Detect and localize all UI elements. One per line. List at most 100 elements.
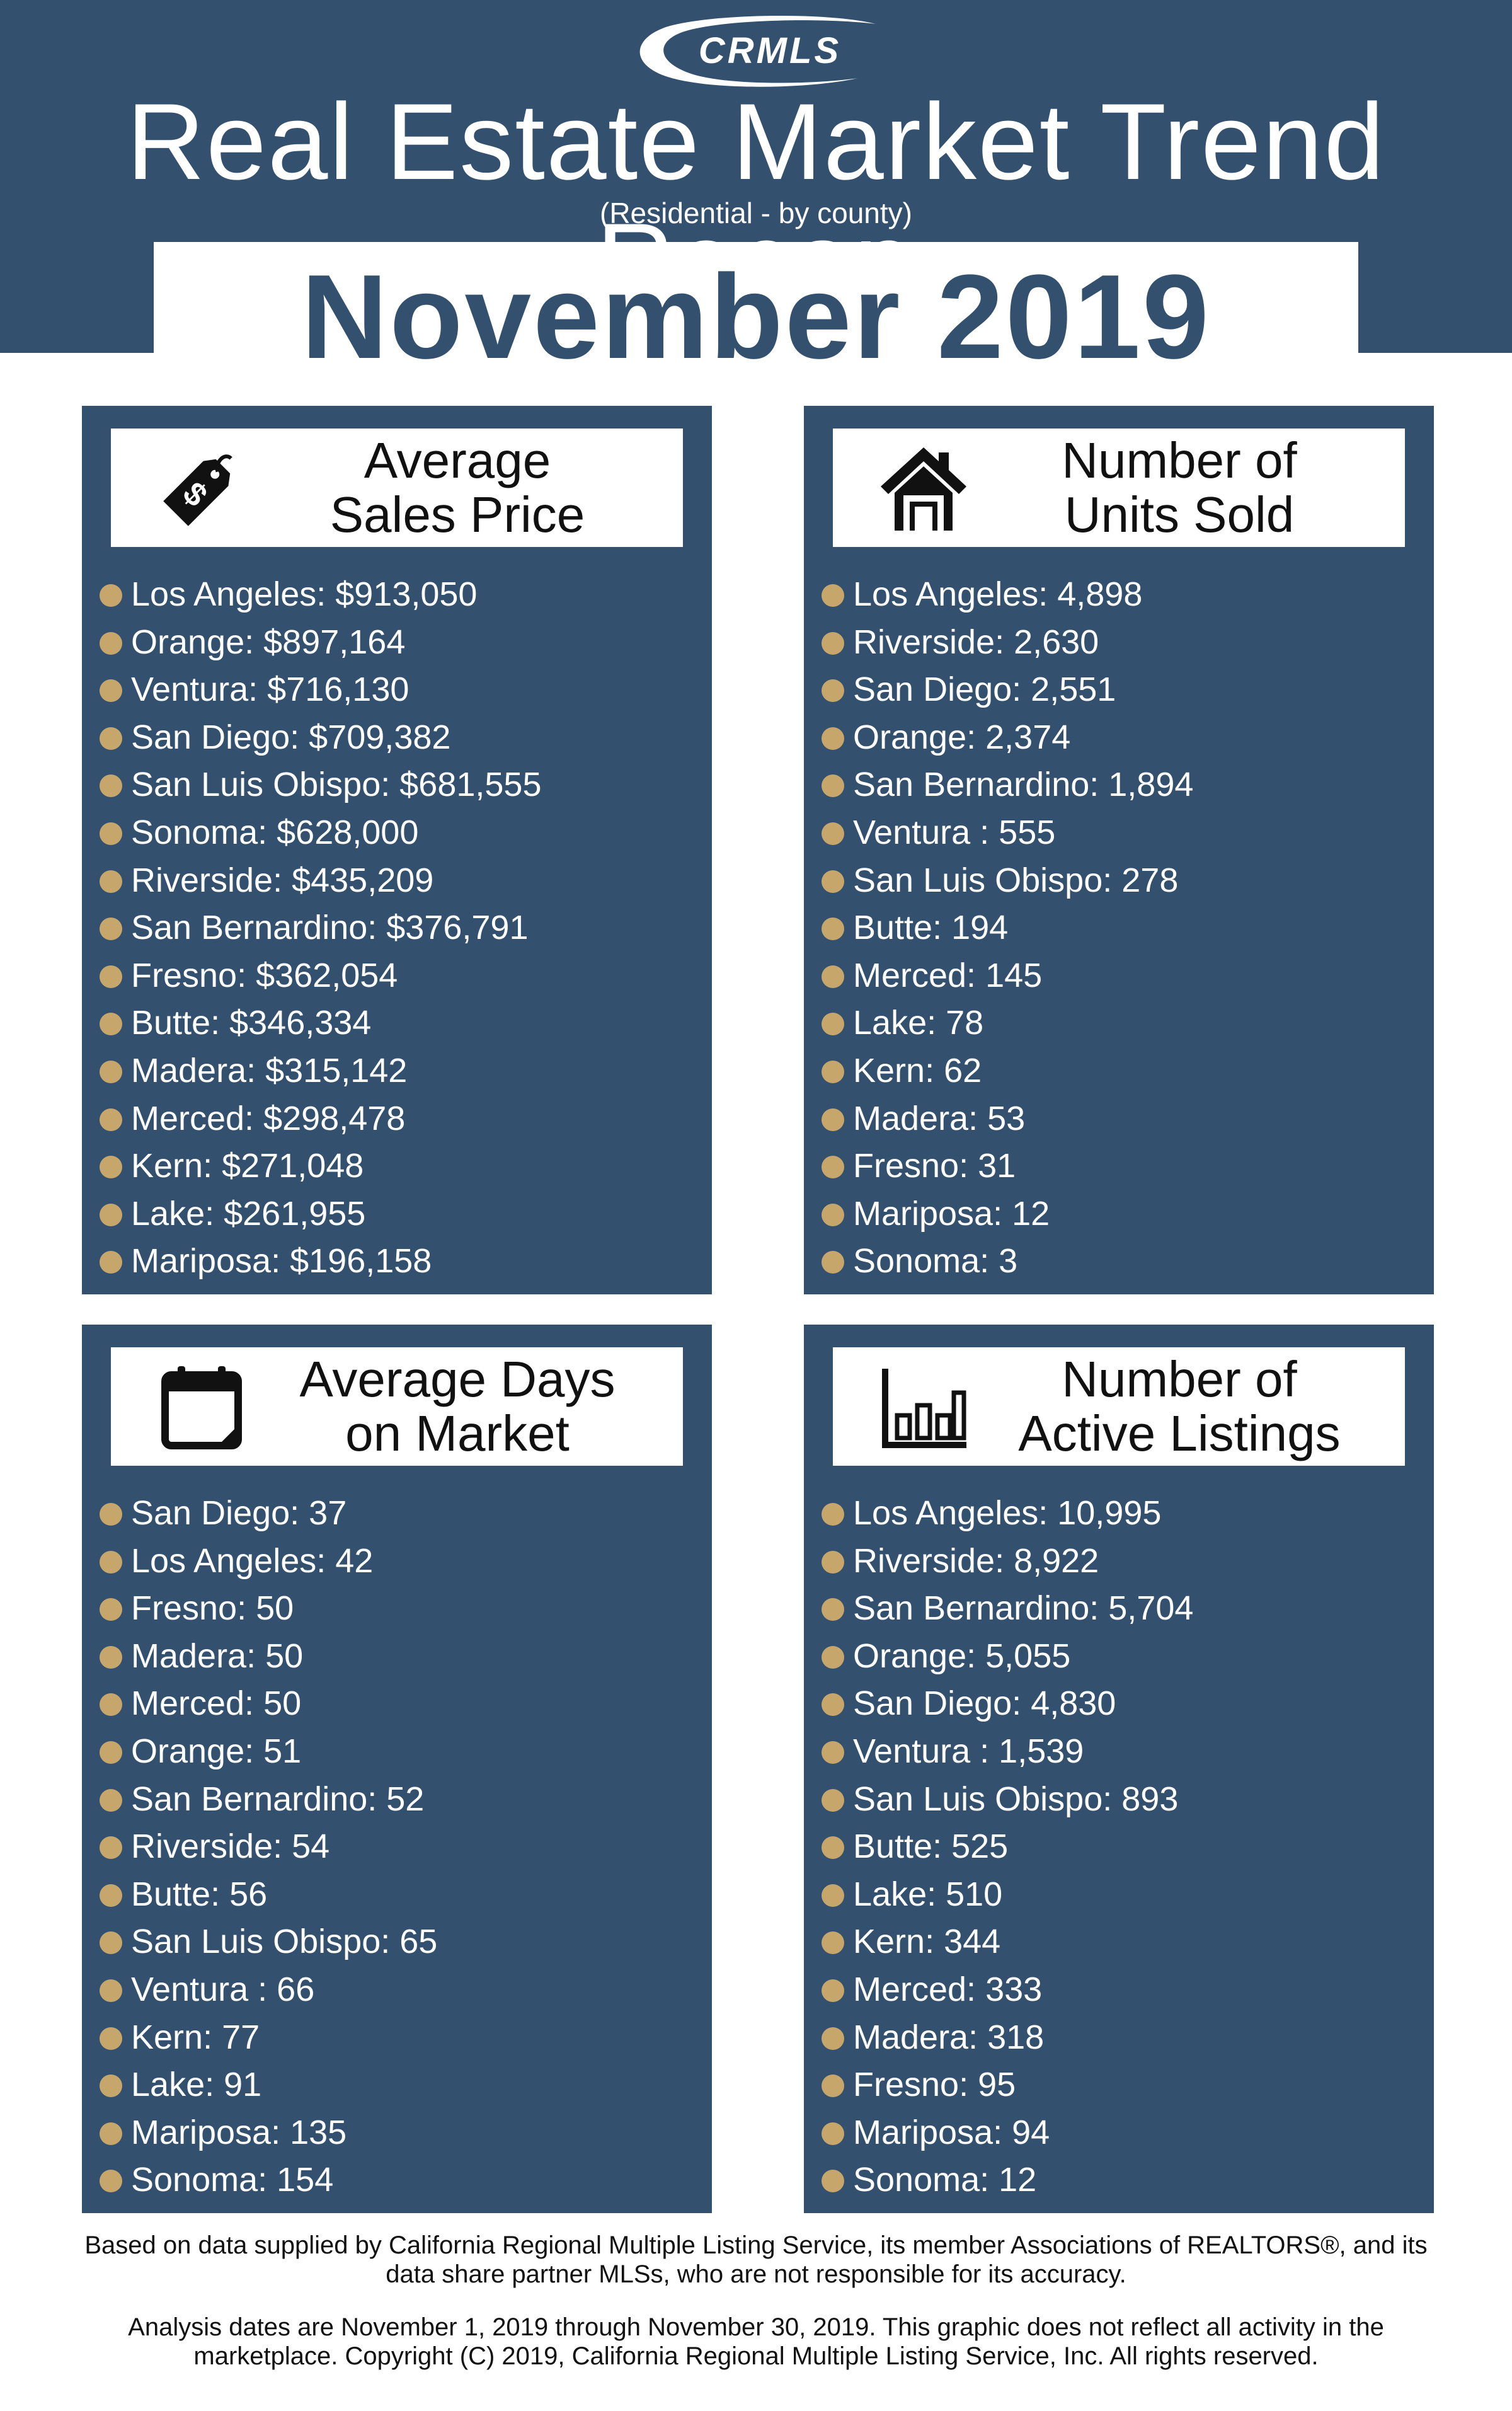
county-list-item: Mariposa: 135	[100, 2109, 704, 2157]
county-stat-text: Los Angeles: 10,995	[853, 1494, 1162, 1532]
bullet-dot-icon	[100, 1108, 122, 1131]
county-list-item: Riverside: 8,922	[822, 1538, 1426, 1585]
county-stat-text: Sonoma: $628,000	[131, 813, 419, 851]
bullet-dot-icon	[100, 631, 122, 655]
county-stat-text: Los Angeles: 4,898	[853, 575, 1143, 613]
county-stat-text: Lake: 91	[131, 2066, 262, 2104]
bullet-dot-icon	[100, 822, 122, 845]
county-list-item: Ventura : 555	[822, 809, 1426, 857]
panel-heading-line1: Number of	[1062, 1351, 1297, 1407]
bullet-dot-icon	[100, 1203, 122, 1226]
county-stat-text: Ventura : 66	[131, 1970, 315, 2008]
county-stat-text: Kern: 77	[131, 2018, 260, 2056]
panel-heading: Average Days on Market	[256, 1351, 659, 1462]
county-stat-text: Merced: 50	[131, 1684, 302, 1723]
county-list: Los Angeles: 4,898 Riverside: 2,630 San Di…	[822, 571, 1426, 1286]
county-stat-text: Sonoma: 12	[853, 2161, 1037, 2199]
county-list-item: Kern: 344	[822, 1918, 1426, 1966]
county-list-item: Fresno: 50	[100, 1585, 704, 1633]
county-stat-text: Kern: $271,048	[131, 1147, 364, 1185]
period-box: November 2019	[154, 242, 1358, 392]
bullet-dot-icon	[822, 1741, 844, 1764]
county-stat-text: San Luis Obispo: 893	[853, 1780, 1179, 1818]
county-stat-text: San Luis Obispo: 65	[131, 1923, 438, 1961]
county-stat-text: Merced: 333	[853, 1970, 1043, 2008]
county-list-item: Fresno: $362,054	[100, 952, 704, 1000]
calendar-icon	[156, 1361, 247, 1452]
bullet-dot-icon	[100, 1598, 122, 1621]
county-stat-text: San Bernardino: 1,894	[853, 766, 1194, 804]
bullet-dot-icon	[822, 822, 844, 845]
county-list-item: Orange: 2,374	[822, 714, 1426, 762]
county-stat-text: Lake: 510	[853, 1875, 1003, 1913]
panel-heading-line1: Number of	[1062, 432, 1297, 488]
county-list-item: Lake: $261,955	[100, 1190, 704, 1238]
crmls-logo: CRMLS	[624, 13, 888, 88]
bullet-dot-icon	[100, 1836, 122, 1860]
county-stat-text: Los Angeles: 42	[131, 1541, 374, 1580]
county-list-item: Butte: 56	[100, 1871, 704, 1919]
county-stat-text: Kern: 344	[853, 1923, 1001, 1961]
average-sales-price-panel: $ Average Sales Price Los Angeles: $913,…	[82, 406, 712, 1294]
bullet-dot-icon	[100, 2027, 122, 2050]
panel-header: $ Average Sales Price	[111, 429, 683, 547]
county-list-item: Orange: 51	[100, 1728, 704, 1776]
county-stat-text: San Bernardino: 52	[131, 1780, 425, 1818]
copyright-notice: Analysis dates are November 1, 2019 thro…	[128, 2313, 1384, 2370]
county-list-item: San Luis Obispo: 65	[100, 1918, 704, 1966]
county-stat-text: Riverside: $435,209	[131, 861, 434, 899]
county-list-item: Merced: $298,478	[100, 1095, 704, 1143]
county-list-item: San Diego: 37	[100, 1490, 704, 1538]
county-stat-text: Ventura : 1,539	[853, 1732, 1084, 1770]
bullet-dot-icon	[822, 870, 844, 893]
bullet-dot-icon	[100, 1156, 122, 1179]
average-days-on-market-panel: Average Days on Market San Diego: 37 Los …	[82, 1325, 712, 2213]
county-stat-text: Butte: $346,334	[131, 1004, 372, 1042]
county-list-item: Sonoma: 154	[100, 2156, 704, 2204]
county-list-item: Riverside: 54	[100, 1823, 704, 1871]
county-list-item: Kern: 77	[100, 2014, 704, 2062]
county-stat-text: San Bernardino: 5,704	[853, 1589, 1194, 1628]
county-list-item: San Luis Obispo: 278	[822, 857, 1426, 905]
bullet-dot-icon	[822, 1550, 844, 1574]
bullet-dot-icon	[822, 965, 844, 988]
house-icon	[878, 442, 969, 533]
active-listings-panel: Number of Active Listings Los Angeles: 1…	[804, 1325, 1434, 2213]
period-title: November 2019	[301, 250, 1211, 384]
bullet-dot-icon	[822, 1788, 844, 1812]
county-stat-text: Mariposa: 12	[853, 1194, 1050, 1233]
county-list-item: Merced: 145	[822, 952, 1426, 1000]
county-list-item: Madera: 318	[822, 2014, 1426, 2062]
county-list-item: San Luis Obispo: 893	[822, 1776, 1426, 1824]
county-list-item: Madera: 50	[100, 1633, 704, 1681]
bullet-dot-icon	[100, 679, 122, 703]
county-list-item: Butte: 194	[822, 904, 1426, 952]
bullet-dot-icon	[822, 1836, 844, 1860]
panel-heading: Average Sales Price	[256, 432, 659, 543]
bullet-dot-icon	[822, 1931, 844, 1955]
svg-text:CRMLS: CRMLS	[699, 30, 841, 71]
county-stat-text: Butte: 525	[853, 1827, 1009, 1866]
bullet-dot-icon	[822, 2122, 844, 2145]
county-list-item: San Diego: 4,830	[822, 1680, 1426, 1728]
bullet-dot-icon	[822, 1598, 844, 1621]
county-list-item: Mariposa: $196,158	[100, 1238, 704, 1286]
county-stat-text: Madera: 53	[853, 1099, 1026, 1137]
panel-heading-line2: on Market	[345, 1405, 570, 1461]
county-stat-text: Butte: 194	[853, 909, 1009, 947]
county-stat-text: Lake: $261,955	[131, 1194, 366, 1233]
bullet-dot-icon	[100, 1788, 122, 1812]
bullet-dot-icon	[100, 2074, 122, 2098]
bullet-dot-icon	[100, 1550, 122, 1574]
bullet-dot-icon	[100, 965, 122, 988]
panel-heading: Number of Units Sold	[978, 432, 1381, 543]
bullet-dot-icon	[100, 774, 122, 798]
county-list-item: Riverside: 2,630	[822, 619, 1426, 667]
panel-heading-line2: Units Sold	[1064, 486, 1295, 543]
county-list-item: San Luis Obispo: $681,555	[100, 761, 704, 809]
county-list-item: Madera: $315,142	[100, 1047, 704, 1095]
county-list: Los Angeles: 10,995 Riverside: 8,922 San B…	[822, 1490, 1426, 2204]
bullet-dot-icon	[100, 1060, 122, 1083]
bullet-dot-icon	[822, 679, 844, 703]
county-stat-text: Madera: 318	[853, 2018, 1045, 2056]
